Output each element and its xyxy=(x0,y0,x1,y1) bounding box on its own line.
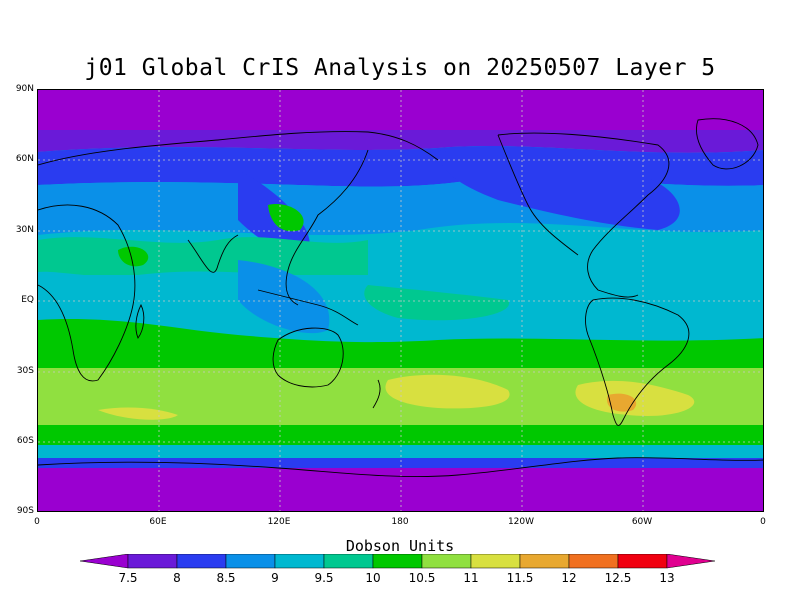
lon-label-0-east: 0 xyxy=(760,517,766,527)
colorbar-tick-label: 12.5 xyxy=(604,571,632,585)
colorbar-arrow-low xyxy=(80,554,129,569)
colorbar-swatch xyxy=(176,554,227,569)
colorbar-swatch xyxy=(274,554,325,569)
colorbar-tick-label: 13 xyxy=(659,571,675,585)
colorbar xyxy=(80,554,716,569)
colorbar-swatch xyxy=(519,554,570,569)
coast-eurasia-north xyxy=(38,131,439,166)
colorbar-swatch xyxy=(127,554,178,569)
colorbar-tick-label: 8.5 xyxy=(216,571,236,585)
coast-asia-east xyxy=(285,149,369,306)
colorbar-arrow-high xyxy=(666,554,716,569)
colorbar-swatch xyxy=(372,554,423,569)
coast-maritime xyxy=(257,289,359,326)
coast-madagascar xyxy=(135,303,145,339)
colorbar-tick-label: 8 xyxy=(173,571,181,585)
lon-label-120w: 120W xyxy=(507,517,535,527)
lat-label-60s: 60S xyxy=(16,436,34,446)
colorbar-tick-label: 9 xyxy=(271,571,279,585)
colorbar-tick-label: 10 xyxy=(365,571,381,585)
coast-antarctica xyxy=(38,457,763,478)
band-south-green xyxy=(38,318,763,370)
lat-label-30s: 30S xyxy=(16,366,34,376)
lat-label-30n: 30N xyxy=(15,225,34,235)
lat-label-60n: 60N xyxy=(15,154,34,164)
colorbar-tick-label: 10.5 xyxy=(408,571,436,585)
colorbar-tick-label: 12 xyxy=(561,571,577,585)
band-north-purple xyxy=(38,130,763,153)
lon-label-0: 0 xyxy=(34,517,40,527)
lat-label-eq: EQ xyxy=(21,295,34,305)
lon-label-180: 180 xyxy=(391,517,409,527)
colorbar-swatch xyxy=(225,554,276,569)
colorbar-swatch xyxy=(323,554,374,569)
map-grid xyxy=(38,90,763,511)
lat-label-90n: 90N xyxy=(15,84,34,94)
coast-new-zealand xyxy=(372,379,381,409)
band-south-green-2 xyxy=(38,425,763,445)
legend-title: Dobson Units xyxy=(345,537,455,555)
colorbar-swatch xyxy=(421,554,472,569)
coast-africa xyxy=(38,204,136,382)
coast-greenland xyxy=(695,118,759,170)
band-north-teal xyxy=(38,237,368,277)
colorbar-tick-label: 11.5 xyxy=(506,571,534,585)
colorbar-swatch xyxy=(470,554,521,569)
coast-north-america xyxy=(497,132,670,298)
coast-india xyxy=(187,234,239,273)
ozone-contour-map xyxy=(38,90,763,511)
map-title: j01 Global CrIS Analysis on 20250507 Lay… xyxy=(84,55,716,81)
lat-label-90s: 90S xyxy=(16,506,34,516)
coast-south-america xyxy=(585,297,690,426)
colorbar-tick-label: 11 xyxy=(463,571,479,585)
ozone-map xyxy=(37,89,764,512)
colorbar-swatch xyxy=(568,554,619,569)
lon-label-60e: 60E xyxy=(149,517,167,527)
lon-label-60w: 60W xyxy=(631,517,653,527)
colorbar-tick-label: 9.5 xyxy=(314,571,334,585)
coastlines xyxy=(38,118,763,478)
coast-australia xyxy=(272,327,344,388)
coast-na-west xyxy=(497,134,579,256)
lon-label-120e: 120E xyxy=(267,517,291,527)
colorbar-tick-label: 7.5 xyxy=(118,571,138,585)
colorbar-swatch xyxy=(617,554,668,569)
